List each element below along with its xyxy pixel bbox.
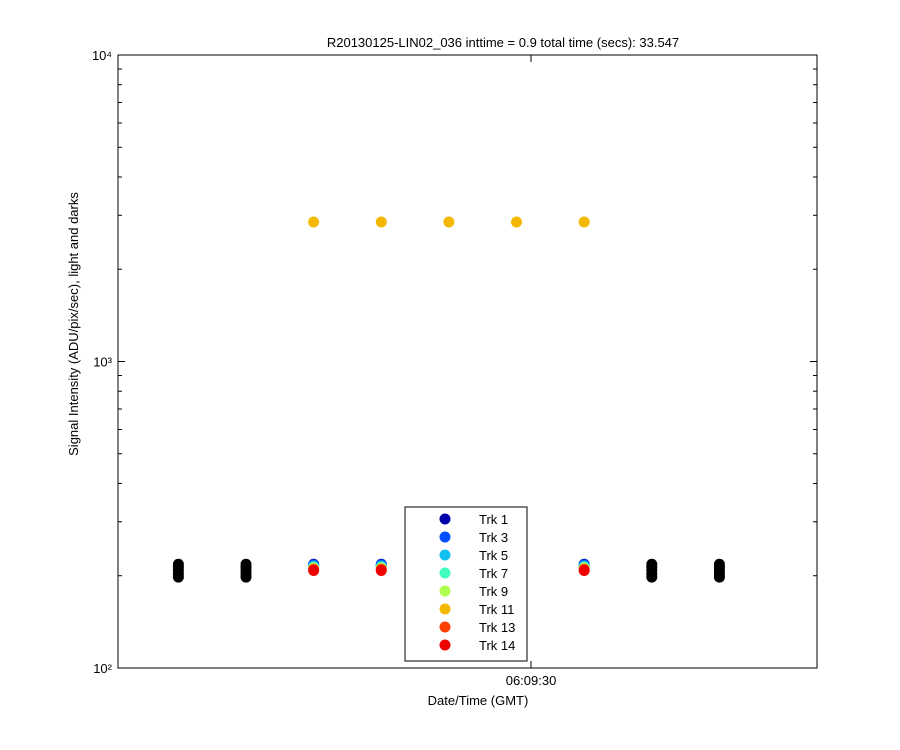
legend-label: Trk 11 [479,602,514,617]
point [172,558,184,570]
y-tick-label: 10³ [93,355,112,370]
legend-marker [439,603,451,615]
point [511,216,523,228]
legend-label: Trk 9 [479,584,508,599]
point [578,216,590,228]
legend-marker [439,639,451,651]
legend-marker [439,513,451,525]
point [375,565,387,577]
y-tick-label: 10² [93,661,112,676]
point [443,216,455,228]
legend-label: Trk 13 [479,620,515,635]
point [240,558,252,570]
legend-marker [439,567,451,579]
legend-label: Trk 5 [479,548,508,563]
point [713,558,725,570]
point [308,565,320,577]
point [646,558,658,570]
legend-label: Trk 3 [479,530,508,545]
legend-box [404,506,528,662]
legend-marker [439,549,451,561]
y-axis-label: Signal Intensity (ADU/pix/sec), light an… [66,192,81,456]
legend-marker [439,585,451,597]
point [308,216,320,228]
chart-title: R20130125-LIN02_036 inttime = 0.9 total … [327,35,679,50]
legend-label: Trk 14 [479,638,515,653]
legend-label: Trk 7 [479,566,508,581]
legend-label: Trk 1 [479,512,508,527]
point [578,565,590,577]
x-tick-label: 06:09:30 [506,673,557,688]
legend-marker [439,621,451,633]
point [375,216,387,228]
legend-marker [439,531,451,543]
y-tick-label: 10⁴ [92,48,112,63]
x-axis-label: Date/Time (GMT) [428,693,529,708]
